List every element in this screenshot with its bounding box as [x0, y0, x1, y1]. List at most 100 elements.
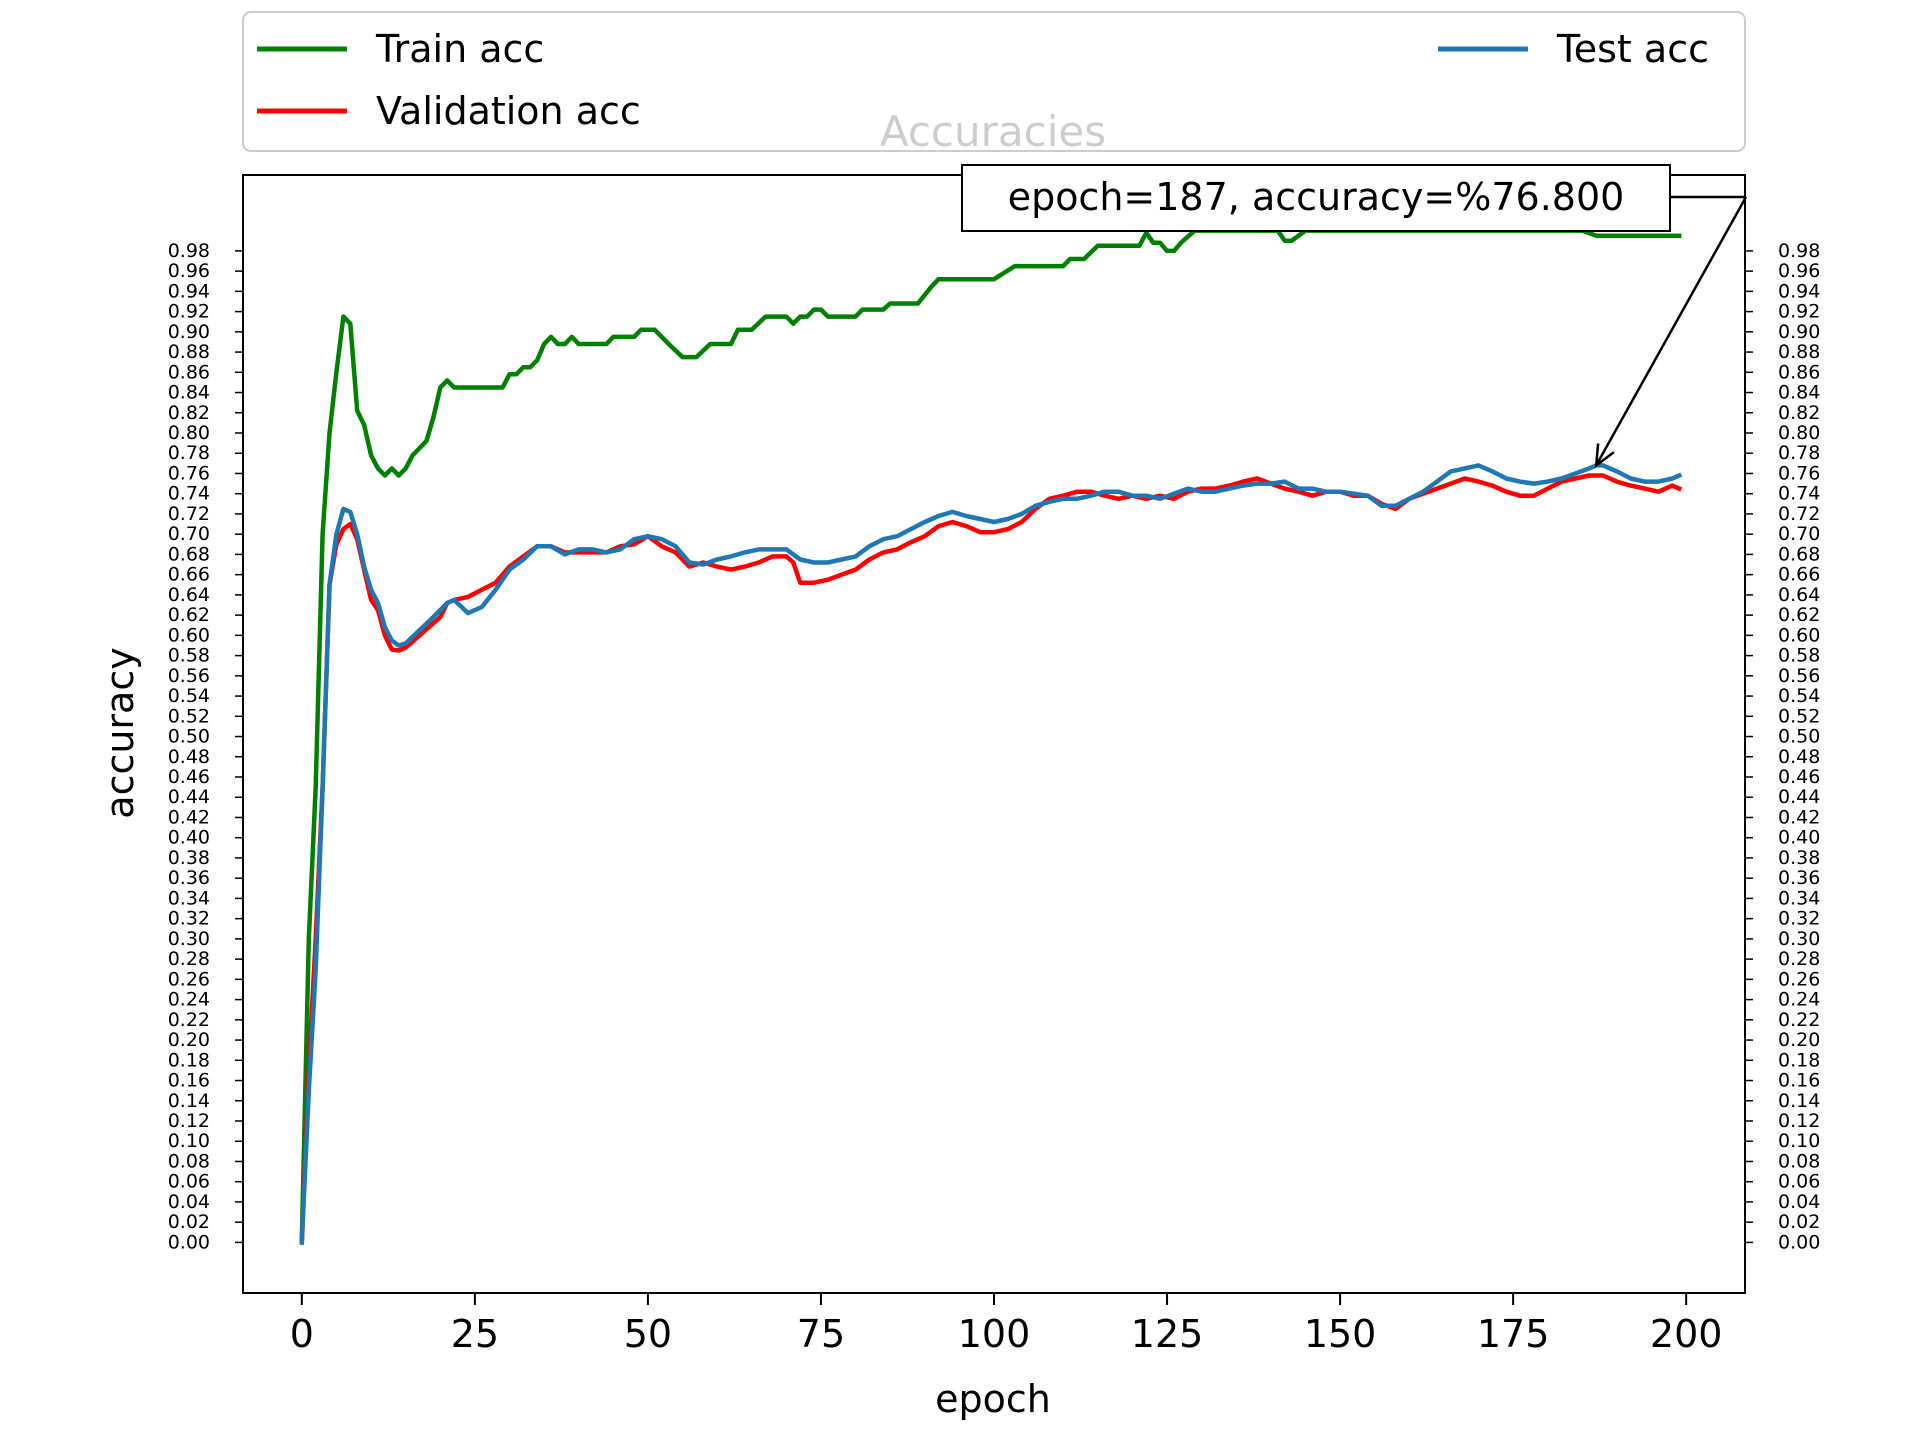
y-tick-label-right: 0.86: [1778, 361, 1820, 383]
y-tick-label-left: 0.20: [168, 1029, 210, 1051]
y-tick-label-left: 0.62: [168, 604, 210, 626]
y-tick-label-right: 0.82: [1778, 402, 1820, 424]
y-tick-label-right: 0.92: [1778, 301, 1820, 323]
y-tick-label-left: 0.38: [168, 847, 210, 869]
y-tick-label-left: 0.18: [168, 1049, 210, 1071]
y-tick-label-left: 0.54: [168, 685, 210, 707]
y-tick-label-right: 0.76: [1778, 462, 1820, 484]
y-tick-label-left: 0.46: [168, 766, 210, 788]
x-axis-label: epoch: [935, 1377, 1051, 1421]
y-tick-label-left: 0.40: [168, 827, 210, 849]
y-tick-label-left: 0.42: [168, 806, 210, 828]
y-tick-label-left: 0.08: [168, 1150, 210, 1172]
annotation-arrowhead: [1594, 443, 1615, 469]
y-tick-label-left: 0.00: [168, 1231, 210, 1253]
y-tick-label-right: 0.84: [1778, 382, 1820, 404]
y-tick-label-right: 0.56: [1778, 665, 1820, 687]
y-tick-label-right: 0.32: [1778, 908, 1820, 930]
y-tick-label-right: 0.48: [1778, 746, 1820, 768]
y-tick-label-left: 0.52: [168, 705, 210, 727]
annotation-box: [961, 164, 1671, 232]
y-tick-label-right: 0.38: [1778, 847, 1820, 869]
y-tick-label-right: 0.36: [1778, 867, 1820, 889]
y-tick-label-right: 0.52: [1778, 705, 1820, 727]
y-tick-label-right: 0.30: [1778, 928, 1820, 950]
y-tick-label-left: 0.66: [168, 564, 210, 586]
series-layer: [299, 228, 1683, 1245]
y-tick-label-right: 0.46: [1778, 766, 1820, 788]
legend-label-validation: Validation acc: [376, 89, 641, 133]
y-tick-label-left: 0.92: [168, 301, 210, 323]
y-tick-label-left: 0.56: [168, 665, 210, 687]
y-tick-label-left: 0.50: [168, 726, 210, 748]
y-tick-label-right: 0.68: [1778, 543, 1820, 565]
y-tick-label-right: 0.90: [1778, 321, 1820, 343]
y-tick-label-right: 0.28: [1778, 948, 1820, 970]
y-tick-label-right: 0.06: [1778, 1171, 1820, 1193]
y-tick-label-left: 0.14: [168, 1090, 210, 1112]
y-tick-label-right: 0.58: [1778, 645, 1820, 667]
x-tick-label: 175: [1477, 1312, 1550, 1356]
y-tick-label-left: 0.60: [168, 624, 210, 646]
annotation-text: epoch=187, accuracy=%76.800: [1008, 175, 1625, 219]
y-axis-label: accuracy: [98, 647, 142, 818]
y-tick-label-left: 0.58: [168, 645, 210, 667]
y-tick-label-right: 0.96: [1778, 260, 1820, 282]
x-tick-label: 125: [1131, 1312, 1204, 1356]
annotation-arrow-line: [1595, 196, 1748, 466]
series-line-test-acc: [299, 463, 1683, 1245]
y-tick-label-left: 0.96: [168, 260, 210, 282]
y-tick-label-left: 0.90: [168, 321, 210, 343]
y-tick-label-left: 0.68: [168, 543, 210, 565]
x-tick-label: 100: [958, 1312, 1031, 1356]
y-tick-label-left: 0.02: [168, 1211, 210, 1233]
y-tick-label-right: 0.60: [1778, 624, 1820, 646]
y-tick-label-right: 0.44: [1778, 786, 1820, 808]
y-tick-label-right: 0.26: [1778, 968, 1820, 990]
y-tick-label-right: 0.94: [1778, 280, 1820, 302]
y-tick-label-right: 0.34: [1778, 887, 1820, 909]
y-tick-label-left: 0.70: [168, 523, 210, 545]
legend-frame: [242, 11, 1746, 152]
legend-label-test: Test acc: [1556, 27, 1709, 71]
y-tick-label-right: 0.78: [1778, 442, 1820, 464]
x-tick-label: 25: [451, 1312, 499, 1356]
y-tick-label-left: 0.76: [168, 462, 210, 484]
y-tick-label-left: 0.80: [168, 422, 210, 444]
y-tick-label-left: 0.32: [168, 908, 210, 930]
x-tick-label: 200: [1650, 1312, 1723, 1356]
y-tick-label-right: 0.88: [1778, 341, 1820, 363]
y-tick-label-left: 0.16: [168, 1070, 210, 1092]
y-tick-label-right: 0.42: [1778, 806, 1820, 828]
y-tick-label-left: 0.98: [168, 240, 210, 262]
y-tick-label-right: 0.66: [1778, 564, 1820, 586]
y-axis-ticks-right: 0.000.020.040.060.080.100.120.140.160.18…: [1745, 240, 1820, 1253]
y-tick-label-right: 0.50: [1778, 726, 1820, 748]
y-tick-label-left: 0.26: [168, 968, 210, 990]
y-tick-label-left: 0.10: [168, 1130, 210, 1152]
y-tick-label-right: 0.16: [1778, 1070, 1820, 1092]
y-tick-label-left: 0.74: [168, 483, 210, 505]
peak-annotation: epoch=187, accuracy=%76.800: [961, 164, 1748, 469]
x-tick-label: 50: [624, 1312, 672, 1356]
y-tick-label-left: 0.04: [168, 1191, 210, 1213]
y-tick-label-right: 0.64: [1778, 584, 1820, 606]
y-tick-label-left: 0.12: [168, 1110, 210, 1132]
y-tick-label-left: 0.30: [168, 928, 210, 950]
y-tick-label-left: 0.82: [168, 402, 210, 424]
y-tick-label-right: 0.22: [1778, 1009, 1820, 1031]
x-tick-label: 150: [1304, 1312, 1377, 1356]
y-tick-label-right: 0.20: [1778, 1029, 1820, 1051]
x-tick-label: 0: [290, 1312, 314, 1356]
legend-label-train: Train acc: [375, 27, 544, 71]
y-tick-label-right: 0.14: [1778, 1090, 1820, 1112]
y-tick-label-left: 0.34: [168, 887, 210, 909]
y-tick-label-left: 0.06: [168, 1171, 210, 1193]
y-tick-label-left: 0.36: [168, 867, 210, 889]
x-axis-ticks: 0 25 50 75 100 125 150 175 200: [290, 1293, 1723, 1356]
y-tick-label-left: 0.48: [168, 746, 210, 768]
y-tick-label-right: 0.02: [1778, 1211, 1820, 1233]
legend: Train acc Validation acc Test acc: [242, 11, 1746, 152]
y-tick-label-left: 0.22: [168, 1009, 210, 1031]
